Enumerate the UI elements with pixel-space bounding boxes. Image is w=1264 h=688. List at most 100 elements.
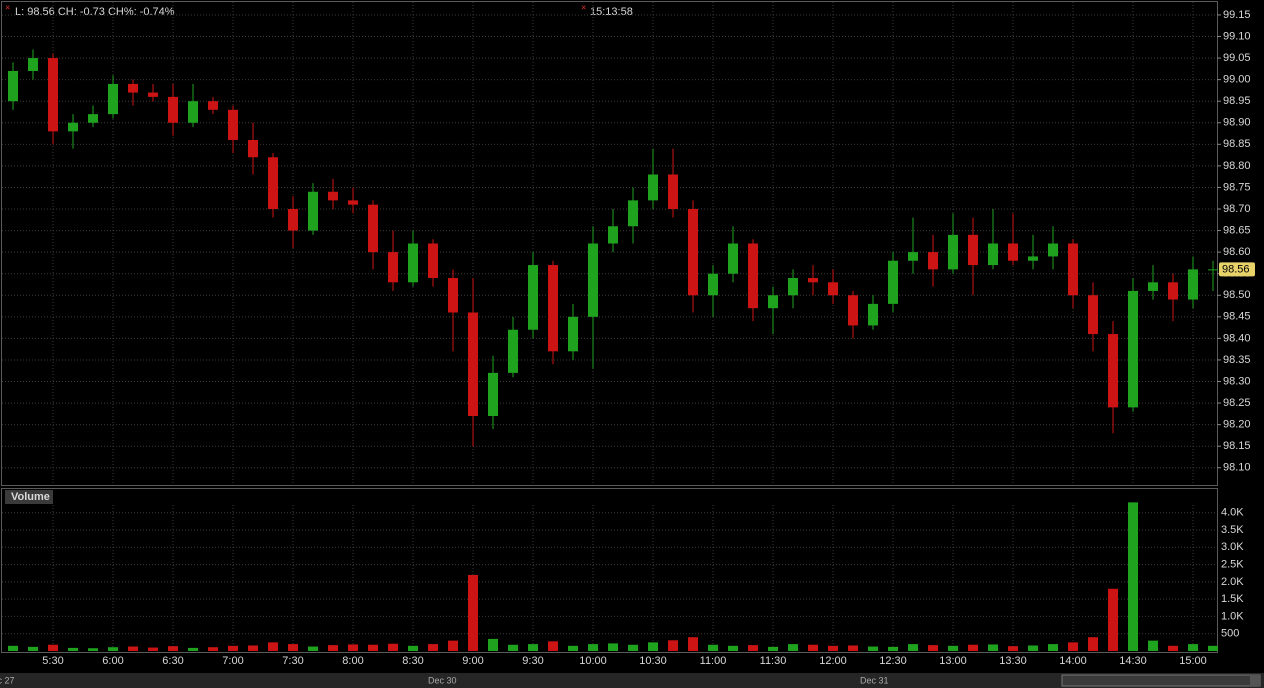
- x-tick-label: 7:00: [222, 655, 243, 667]
- volume-bar: [788, 644, 798, 651]
- volume-title: Volume: [11, 491, 50, 503]
- volume-bar: [308, 646, 318, 651]
- x-tick-label: 8:00: [342, 655, 363, 667]
- candle-body: [1088, 295, 1098, 335]
- candle-body: [628, 200, 638, 227]
- candle-body: [1168, 282, 1178, 300]
- volume-bar: [528, 644, 538, 651]
- scroll-button[interactable]: [1250, 675, 1260, 686]
- volume-bar: [568, 645, 578, 651]
- x-tick-label: 9:30: [522, 655, 543, 667]
- y-tick-label: 98.10: [1223, 462, 1251, 474]
- x-tick-label: 6:00: [102, 655, 123, 667]
- y-tick-label: 98.80: [1223, 160, 1251, 172]
- y-tick-label: 500: [1221, 628, 1239, 640]
- candle-body: [588, 243, 598, 317]
- candle-body: [308, 191, 318, 231]
- volume-bar: [1208, 645, 1218, 651]
- x-tick-label: 13:00: [939, 655, 967, 667]
- candle-body: [828, 282, 838, 296]
- x-tick-label: 12:30: [879, 655, 907, 667]
- candle-body: [868, 303, 878, 326]
- y-tick-label: 98.40: [1223, 332, 1251, 344]
- volume-bar: [688, 637, 698, 651]
- volume-bar: [868, 646, 878, 651]
- candle-body: [988, 243, 998, 266]
- candle-body: [1108, 334, 1118, 408]
- candle-body: [68, 122, 78, 132]
- candle-body: [528, 265, 538, 330]
- candle-body: [1028, 256, 1038, 261]
- y-tick-label: 98.15: [1223, 440, 1251, 452]
- candle-body: [1148, 282, 1158, 291]
- candle-body: [1048, 243, 1058, 257]
- volume-bar: [1068, 642, 1078, 651]
- volume-bar: [888, 646, 898, 651]
- volume-bar: [468, 574, 478, 651]
- scrollbar[interactable]: [1061, 674, 1261, 687]
- y-tick-label: 99.10: [1223, 30, 1251, 42]
- candle-body: [808, 278, 818, 283]
- date-label: Dec 31: [860, 675, 889, 685]
- candle-body: [208, 101, 218, 110]
- date-label: Dec 27: [0, 675, 15, 685]
- price-panel: [1, 1, 1218, 486]
- y-tick-label: 4.0K: [1221, 507, 1244, 519]
- candle-body: [488, 372, 498, 416]
- candle-body: [288, 209, 298, 231]
- volume-bar: [988, 644, 998, 651]
- candle-body: [408, 243, 418, 283]
- volume-bar: [808, 644, 818, 651]
- volume-bar: [708, 644, 718, 651]
- candle-body: [648, 174, 658, 201]
- x-tick-label: 10:30: [639, 655, 667, 667]
- x-tick-label: 12:00: [819, 655, 847, 667]
- candle-body: [388, 252, 398, 283]
- y-tick-label: 1.5K: [1221, 593, 1244, 605]
- volume-bar: [488, 638, 498, 651]
- candle-body: [968, 234, 978, 266]
- x-tick-label: 15:00: [1179, 655, 1207, 667]
- candle-body: [788, 278, 798, 296]
- volume-bar: [508, 644, 518, 651]
- candle-body: [668, 174, 678, 209]
- volume-bar: [908, 644, 918, 651]
- volume-bar: [368, 644, 378, 651]
- close-icon[interactable]: ×: [5, 2, 10, 12]
- candle-body: [148, 92, 158, 97]
- candle-body: [928, 252, 938, 270]
- close-icon[interactable]: ×: [581, 2, 586, 12]
- volume-bar: [1048, 644, 1058, 651]
- y-tick-label: 2.5K: [1221, 558, 1244, 570]
- volume-bar: [948, 645, 958, 651]
- volume-bar: [1168, 645, 1178, 651]
- candle-body: [568, 316, 578, 352]
- candle-body: [188, 101, 198, 123]
- y-tick-label: 98.85: [1223, 138, 1251, 150]
- x-tick-label: 14:30: [1119, 655, 1147, 667]
- candle-body: [248, 140, 258, 158]
- x-tick-label: 11:30: [760, 655, 787, 667]
- volume-bar: [428, 644, 438, 651]
- volume-bar: [208, 647, 218, 651]
- candle-body: [1008, 243, 1018, 261]
- last-price-box: [1219, 262, 1255, 277]
- date-strip: [0, 673, 1264, 688]
- y-tick-label: 98.90: [1223, 117, 1251, 129]
- candle-body: [28, 58, 38, 71]
- candle-body: [888, 260, 898, 304]
- y-tick-label: 99.15: [1223, 9, 1251, 21]
- volume-bar: [168, 646, 178, 651]
- candle-body: [368, 204, 378, 253]
- volume-bar: [348, 644, 358, 651]
- y-tick-label: 98.45: [1223, 311, 1251, 323]
- y-tick-label: 98.50: [1223, 289, 1251, 301]
- y-tick-label: 2.0K: [1221, 576, 1244, 588]
- volume-bar: [748, 645, 758, 651]
- volume-bar: [668, 640, 678, 651]
- candle-body: [728, 243, 738, 274]
- y-tick-label: 99.05: [1223, 52, 1251, 64]
- candle-body: [448, 278, 458, 313]
